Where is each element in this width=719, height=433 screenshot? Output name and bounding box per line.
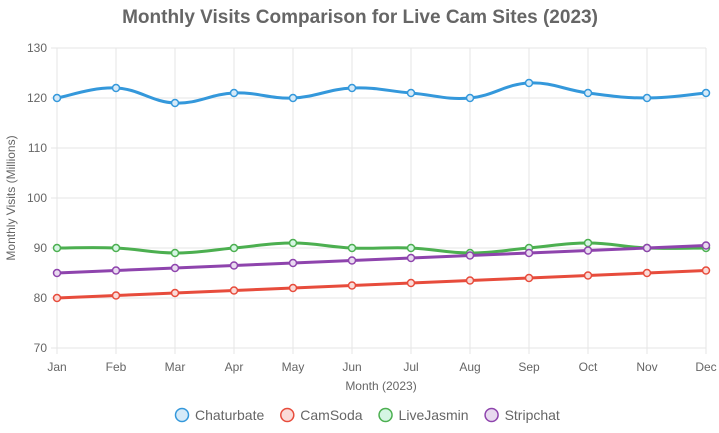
livejasmin-line — [56, 241, 707, 255]
series — [52, 78, 711, 303]
y-tick-label: 120 — [27, 91, 47, 105]
legend-swatch — [174, 407, 190, 423]
camsoda-point[interactable] — [111, 291, 121, 300]
chaturbate-point[interactable] — [406, 88, 416, 98]
chaturbate-point[interactable] — [52, 93, 62, 103]
stripchat-point[interactable] — [111, 266, 121, 275]
y-axis-label: Monthly Visits (Millions) — [4, 135, 18, 260]
grid — [51, 47, 707, 354]
x-tick-label: Aug — [459, 360, 480, 374]
y-tick-label: 70 — [34, 341, 48, 355]
camsoda-point[interactable] — [524, 273, 534, 283]
livejasmin-point[interactable] — [347, 243, 357, 253]
livejasmin-point[interactable] — [229, 243, 239, 253]
x-tick-label: May — [282, 360, 305, 374]
camsoda-point[interactable] — [583, 271, 593, 280]
livejasmin-point[interactable] — [406, 243, 416, 253]
camsoda-point[interactable] — [170, 288, 180, 298]
livejasmin-point[interactable] — [288, 238, 298, 248]
stripchat-line — [56, 244, 707, 275]
stripchat-point[interactable] — [642, 243, 652, 253]
chaturbate-point[interactable] — [347, 83, 357, 93]
y-tick-label: 130 — [27, 41, 47, 55]
legend-swatch — [484, 407, 499, 423]
legend-label: Chaturbate — [195, 407, 264, 423]
livejasmin-point[interactable] — [111, 243, 121, 253]
chaturbate-point[interactable] — [288, 93, 298, 103]
y-tick-label: 90 — [34, 241, 48, 255]
x-tick-label: Nov — [636, 360, 657, 374]
legend-item-stripchat[interactable]: Stripchat — [484, 407, 560, 423]
legend-item-livejasmin[interactable]: LiveJasmin — [378, 407, 469, 423]
camsoda-point[interactable] — [347, 281, 357, 290]
legend-item-chaturbate[interactable]: Chaturbate — [174, 407, 265, 423]
legend-swatch — [280, 407, 295, 423]
camsoda-line — [56, 269, 707, 300]
legend-label: LiveJasmin — [399, 407, 469, 423]
camsoda-point[interactable] — [229, 286, 239, 295]
camsoda-point[interactable] — [406, 278, 416, 288]
x-tick-label: Sep — [518, 360, 540, 374]
stripchat-point[interactable] — [583, 246, 593, 255]
stripchat-point[interactable] — [701, 241, 711, 250]
x-tick-label: Jul — [403, 360, 418, 374]
y-tick-label: 100 — [27, 191, 47, 205]
camsoda-point[interactable] — [288, 283, 298, 293]
x-tick-label: Oct — [579, 360, 598, 374]
legend-label: Stripchat — [505, 407, 560, 423]
x-tick-label: Feb — [106, 360, 127, 374]
legend-item-camsoda[interactable]: CamSoda — [280, 407, 363, 423]
chaturbate-point[interactable] — [229, 88, 239, 98]
y-axis-ticks: 70 80 90 100 110 120 130 — [27, 41, 47, 355]
chaturbate-point[interactable] — [111, 83, 121, 93]
series-camsoda — [52, 266, 711, 303]
x-tick-label: Mar — [165, 360, 186, 374]
camsoda-point[interactable] — [701, 266, 711, 275]
camsoda-point[interactable] — [642, 268, 652, 278]
chart-title: Monthly Visits Comparison for Live Cam S… — [122, 7, 598, 28]
x-tick-label: Jun — [342, 360, 361, 374]
legend-swatch — [378, 407, 393, 423]
livejasmin-point[interactable] — [170, 248, 180, 258]
y-tick-label: 80 — [34, 291, 48, 305]
stripchat-point[interactable] — [347, 256, 357, 265]
chaturbate-point[interactable] — [701, 88, 711, 98]
stripchat-point[interactable] — [465, 251, 475, 260]
livejasmin-point[interactable] — [52, 243, 62, 253]
chaturbate-point[interactable] — [465, 93, 475, 103]
x-tick-label: Dec — [695, 360, 716, 374]
camsoda-point[interactable] — [465, 276, 475, 285]
stripchat-point[interactable] — [406, 253, 416, 263]
stripchat-point[interactable] — [524, 248, 534, 258]
chaturbate-point[interactable] — [524, 78, 534, 88]
stripchat-point[interactable] — [52, 268, 62, 278]
legend: Chaturbate CamSoda LiveJasmin Stripchat — [174, 407, 560, 423]
chaturbate-point[interactable] — [583, 88, 593, 98]
chaturbate-point[interactable] — [170, 98, 180, 108]
legend-label: CamSoda — [300, 407, 362, 423]
stripchat-point[interactable] — [229, 261, 239, 270]
x-axis-ticks: Jan Feb Mar Apr May Jun Jul Aug Sep Oct Nov Dec — [47, 360, 716, 374]
y-tick-label: 110 — [28, 141, 47, 155]
series-stripchat — [52, 241, 711, 278]
chaturbate-point[interactable] — [642, 93, 652, 103]
x-axis-label: Month (2023) — [345, 379, 416, 393]
camsoda-point[interactable] — [52, 293, 62, 303]
chaturbate-line — [56, 81, 707, 105]
stripchat-point[interactable] — [288, 258, 298, 268]
stripchat-point[interactable] — [170, 263, 180, 273]
livejasmin-point[interactable] — [583, 238, 593, 248]
series-chaturbate — [52, 78, 711, 108]
x-tick-label: Apr — [225, 360, 244, 374]
x-tick-label: Jan — [47, 360, 66, 374]
